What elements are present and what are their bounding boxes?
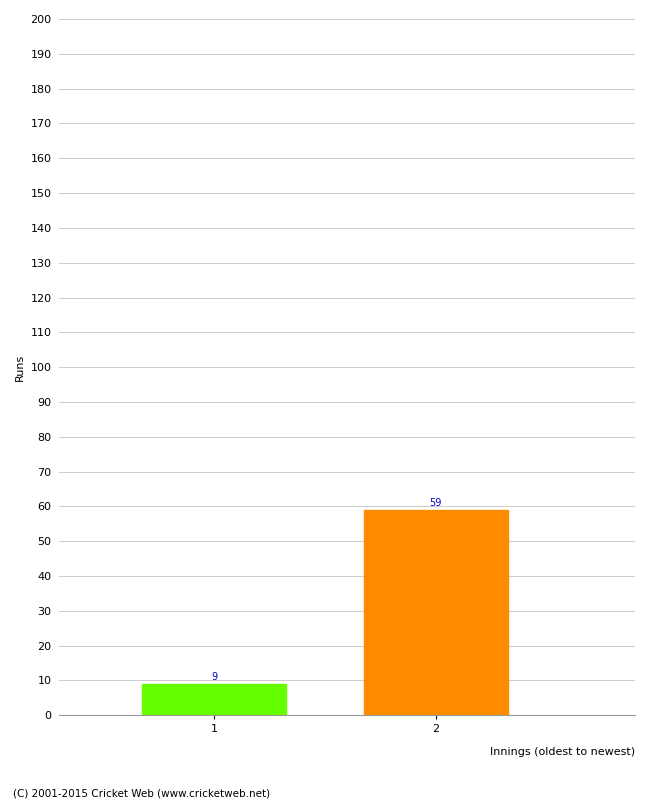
Bar xyxy=(142,684,286,715)
Text: Innings (oldest to newest): Innings (oldest to newest) xyxy=(490,746,635,757)
Y-axis label: Runs: Runs xyxy=(15,354,25,381)
Bar xyxy=(364,510,508,715)
Text: (C) 2001-2015 Cricket Web (www.cricketweb.net): (C) 2001-2015 Cricket Web (www.cricketwe… xyxy=(13,788,270,798)
Text: 59: 59 xyxy=(430,498,442,508)
Text: 9: 9 xyxy=(211,672,217,682)
